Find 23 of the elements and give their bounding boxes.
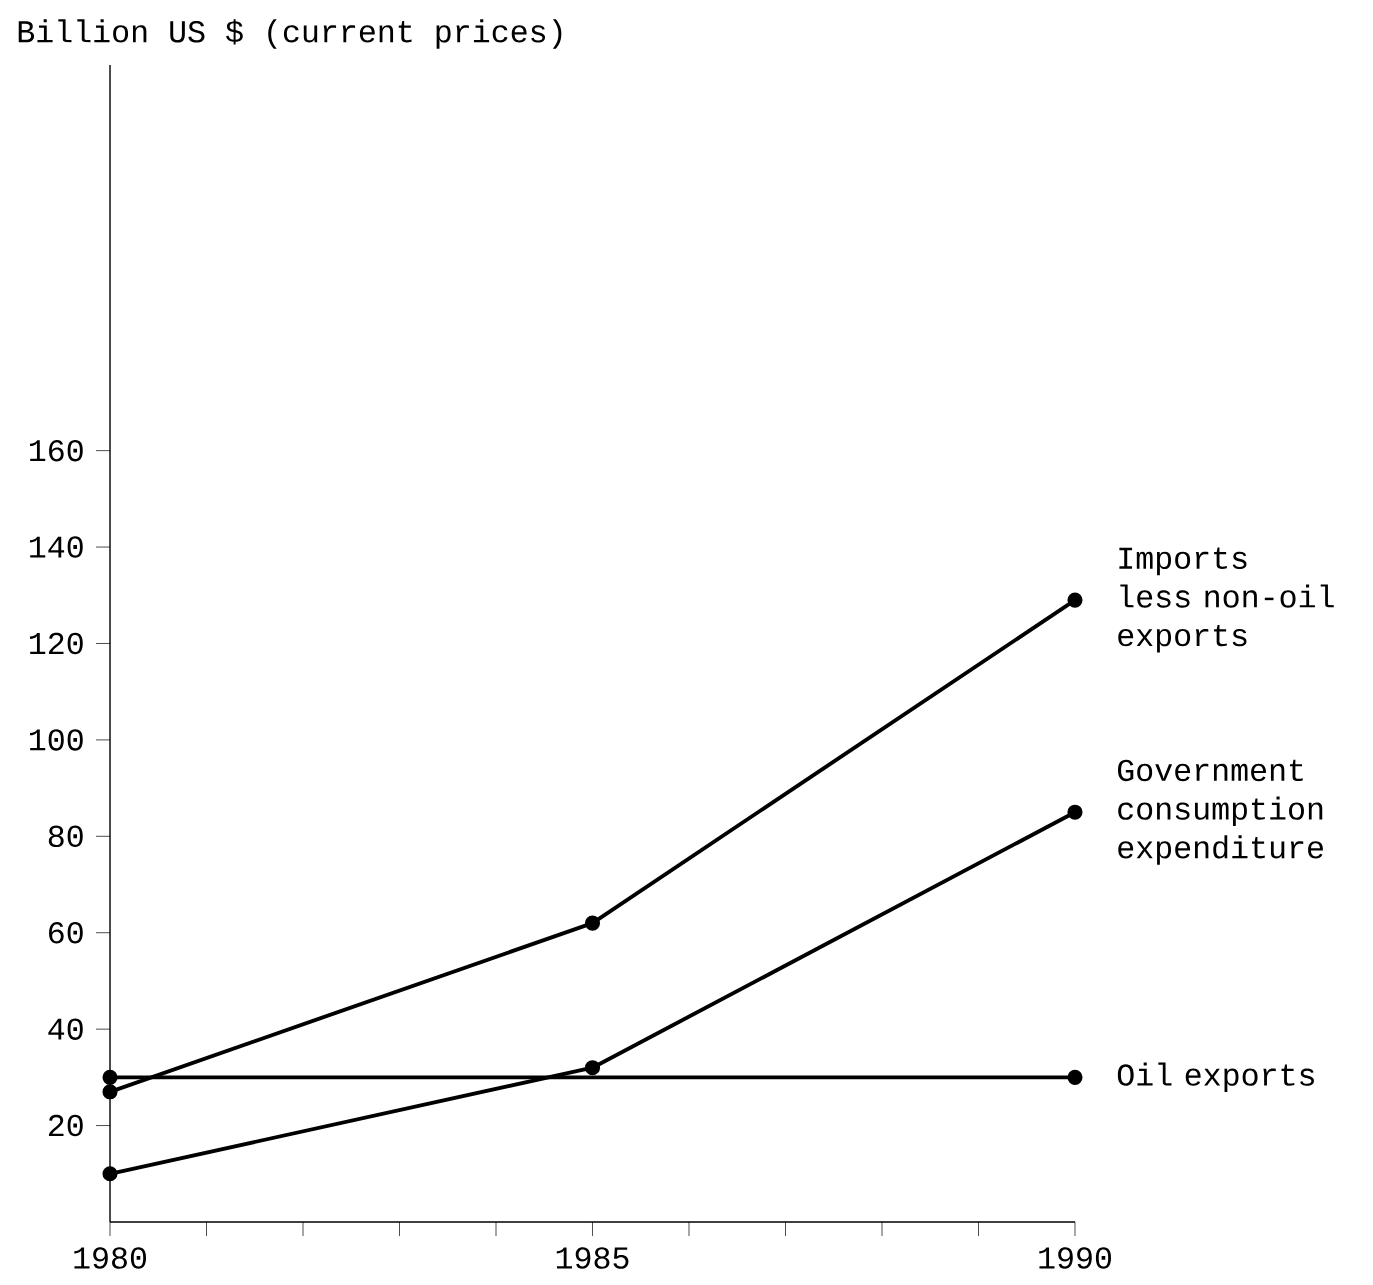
series-label: Imports less non-oil exports (1118, 547, 1334, 653)
point (102, 1166, 118, 1182)
y-tick-label: 160 (30, 439, 83, 462)
x-tick-label: 1985 (556, 1247, 629, 1269)
y-tick-label: 40 (48, 1018, 83, 1040)
point (1067, 804, 1083, 820)
y-tick-label: 60 (49, 922, 83, 944)
x-tick-label: 1980 (74, 1247, 147, 1269)
x-tick-label: 1990 (1039, 1247, 1111, 1269)
point (1067, 592, 1083, 608)
series-label: Government consumption expenditure (1118, 759, 1323, 865)
point (584, 915, 601, 931)
point (1067, 1069, 1083, 1085)
point (584, 1060, 601, 1076)
y-tick-label: 80 (48, 825, 83, 848)
y-tick-label: 20 (48, 1114, 83, 1137)
y-axis-title: Billion US $ (current prices) (18, 19, 562, 49)
y-tick-label: 100 (30, 729, 83, 751)
y-tick-label: 120 (30, 632, 83, 655)
series-label: Oil exports (1117, 1062, 1314, 1093)
point (102, 1069, 118, 1085)
point (102, 1084, 118, 1100)
y-tick-label: 140 (30, 536, 83, 558)
